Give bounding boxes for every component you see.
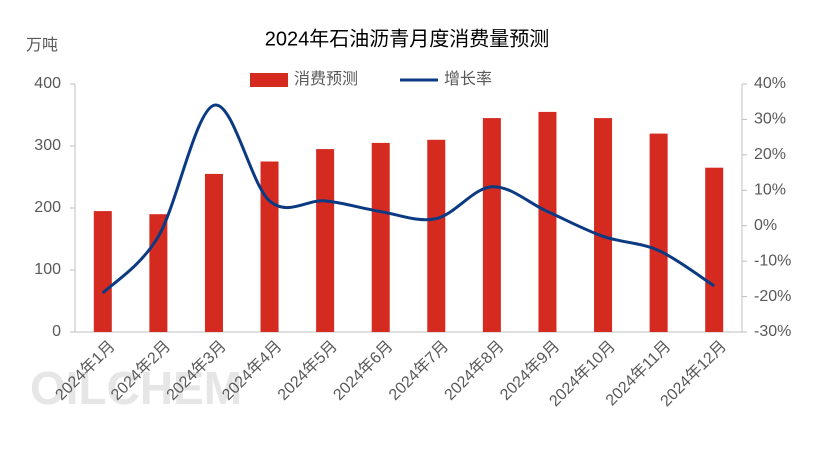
x-tick-label: 2024年7月 [385,337,452,404]
bar [705,167,724,332]
watermark: OILCHEM [30,362,242,414]
y-tick-label: 300 [34,137,61,154]
bar [649,133,668,332]
line [101,103,716,295]
y-tick-label: 200 [34,199,61,216]
x-tick-label: 2024年8月 [441,337,508,404]
bar [316,149,335,332]
bar [482,118,501,332]
legend-label: 消费预测 [294,70,358,88]
y-axis-unit: 万吨 [26,36,58,54]
y2-tick-label: 40% [754,75,786,92]
y-tick-label: 400 [34,75,61,92]
y2-tick-label: 30% [754,111,786,128]
x-tick-label: 2024年5月 [274,337,341,404]
bar [204,173,223,332]
bar [594,118,613,332]
y2-tick-label: 10% [754,182,786,199]
y-tick-label: 100 [34,261,61,278]
y2-tick-label: -30% [754,323,791,340]
bar [93,211,112,332]
bar [260,161,279,332]
chart-title: 2024年石油沥青月度消费量预测 [265,27,550,50]
bar [371,142,390,332]
y2-tick-label: -20% [754,288,791,305]
bar [538,111,557,333]
bar [427,139,446,332]
y2-tick-label: 0% [754,217,777,234]
y2-tick-label: -10% [754,252,791,269]
y-tick-label: 0 [52,323,61,340]
y2-tick-label: 20% [754,146,786,163]
bar [149,214,168,332]
legend-swatch [250,73,288,87]
x-tick-label: 2024年6月 [330,337,397,404]
legend-label: 增长率 [444,70,492,88]
